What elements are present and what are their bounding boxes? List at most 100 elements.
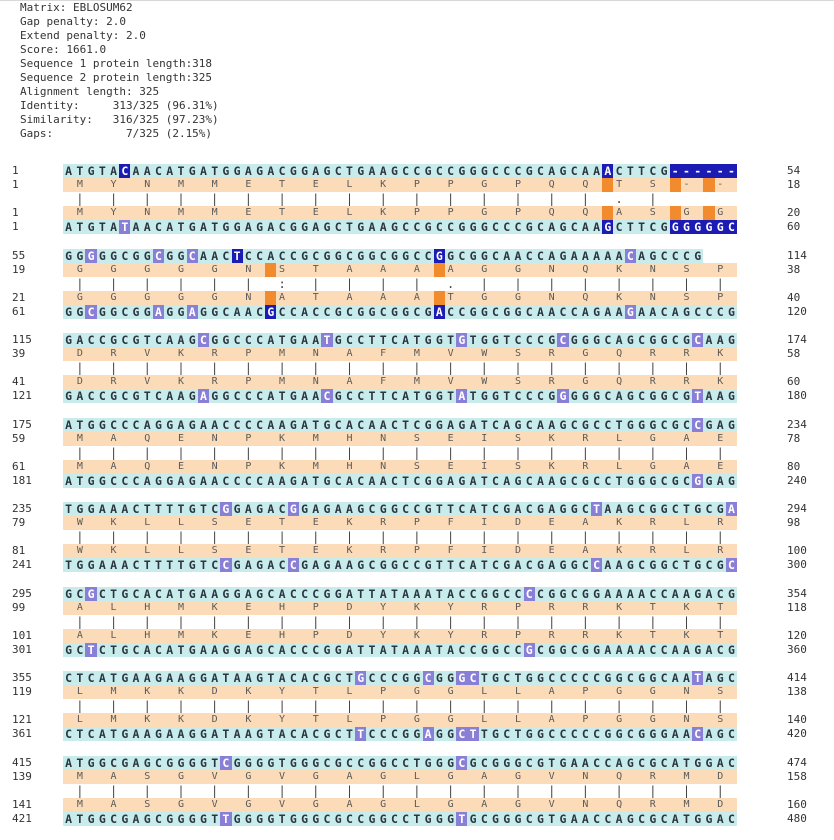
residue xyxy=(569,291,580,305)
nucleotide: C xyxy=(220,418,231,432)
match-symbols: | | | | | | | | | | | | | | | | | | | | xyxy=(63,361,737,375)
row-end-position: 60 xyxy=(787,220,833,234)
nucleotide: A xyxy=(602,643,613,657)
match-symbol xyxy=(220,361,231,375)
residue xyxy=(467,206,478,220)
nucleotide: G xyxy=(703,418,714,432)
residue xyxy=(265,516,276,530)
match-symbol xyxy=(321,361,332,375)
residue xyxy=(333,206,344,220)
nucleotide: G xyxy=(490,643,501,657)
nucleotide: G xyxy=(63,587,74,601)
residue: S xyxy=(411,432,422,446)
residue: G xyxy=(411,713,422,727)
nucleotide: T xyxy=(512,727,523,741)
residue xyxy=(299,713,310,727)
residue: D xyxy=(715,798,726,812)
residue: G xyxy=(479,263,490,277)
match-symbol: | xyxy=(108,699,119,713)
residue: S xyxy=(411,460,422,474)
nucleotide: G xyxy=(85,558,96,572)
nucleotide: C xyxy=(670,502,681,516)
row-start-position: 1 xyxy=(12,206,58,220)
nucleotide: C xyxy=(85,727,96,741)
nucleotide: C xyxy=(535,643,546,657)
residue xyxy=(636,263,647,277)
match-symbol xyxy=(130,446,141,460)
residue: K xyxy=(613,263,624,277)
match-symbol xyxy=(490,277,501,291)
nucleotide: G xyxy=(355,502,366,516)
residue: K xyxy=(175,347,186,361)
nucleotide: A xyxy=(602,305,613,319)
nucleotide: C xyxy=(411,558,422,572)
residue xyxy=(625,178,636,192)
match-symbol xyxy=(591,192,602,206)
residue xyxy=(97,291,108,305)
match-symbol: | xyxy=(344,699,355,713)
match-symbols: | | | | | | | | | | | | | | | | | | | | xyxy=(63,784,737,798)
nucleotide: G xyxy=(220,502,231,516)
match-symbol: | xyxy=(715,615,726,629)
nucleotide: C xyxy=(119,474,130,488)
nucleotide: G xyxy=(423,756,434,770)
nucleotide: G xyxy=(557,418,568,432)
nucleotide: C xyxy=(130,558,141,572)
nucleotide: C xyxy=(288,249,299,263)
nucleotide: G xyxy=(681,220,692,234)
residue xyxy=(602,629,613,643)
nucleotide: G xyxy=(142,812,153,826)
nucleotide: G xyxy=(647,418,658,432)
match-symbol: . xyxy=(613,192,624,206)
match-symbol xyxy=(254,277,265,291)
residue: A xyxy=(681,432,692,446)
residue xyxy=(670,713,681,727)
nucleotide: C xyxy=(243,389,254,403)
nucleotide: T xyxy=(209,164,220,178)
nucleotide: C xyxy=(153,587,164,601)
residue xyxy=(321,516,332,530)
residue xyxy=(288,263,299,277)
nucleotide: G xyxy=(557,474,568,488)
nucleotide: C xyxy=(288,305,299,319)
nucleotide: G xyxy=(85,756,96,770)
nucleotide: T xyxy=(355,643,366,657)
residue xyxy=(524,770,535,784)
nucleotide: T xyxy=(63,558,74,572)
match-symbol xyxy=(625,699,636,713)
match-symbol xyxy=(625,530,636,544)
nucleotide: C xyxy=(569,643,580,657)
residue xyxy=(591,432,602,446)
nucleotide: G xyxy=(557,249,568,263)
nucleotide: C xyxy=(658,756,669,770)
row-end-position: 420 xyxy=(787,727,833,741)
nucleotide: C xyxy=(692,333,703,347)
nucleotide: G xyxy=(692,587,703,601)
nucleotide: C xyxy=(288,671,299,685)
residue xyxy=(164,263,175,277)
match-symbol xyxy=(288,530,299,544)
residue xyxy=(299,375,310,389)
nucleotide: C xyxy=(445,220,456,234)
residue xyxy=(602,432,613,446)
residue xyxy=(366,460,377,474)
residue xyxy=(355,544,366,558)
nucleotide: A xyxy=(535,305,546,319)
row-end-position: 80 xyxy=(787,460,833,474)
nucleotide: C xyxy=(434,220,445,234)
residue: M xyxy=(175,178,186,192)
residue xyxy=(97,460,108,474)
residue: N xyxy=(310,375,321,389)
match-symbol xyxy=(333,784,344,798)
residue xyxy=(164,798,175,812)
nucleotide: A xyxy=(512,502,523,516)
residue xyxy=(63,291,74,305)
nucleotide: T xyxy=(142,558,153,572)
residue xyxy=(602,798,613,812)
residue xyxy=(254,432,265,446)
nucleotide: G xyxy=(557,812,568,826)
residue xyxy=(164,347,175,361)
nucleotide: A xyxy=(715,812,726,826)
residue xyxy=(692,544,703,558)
